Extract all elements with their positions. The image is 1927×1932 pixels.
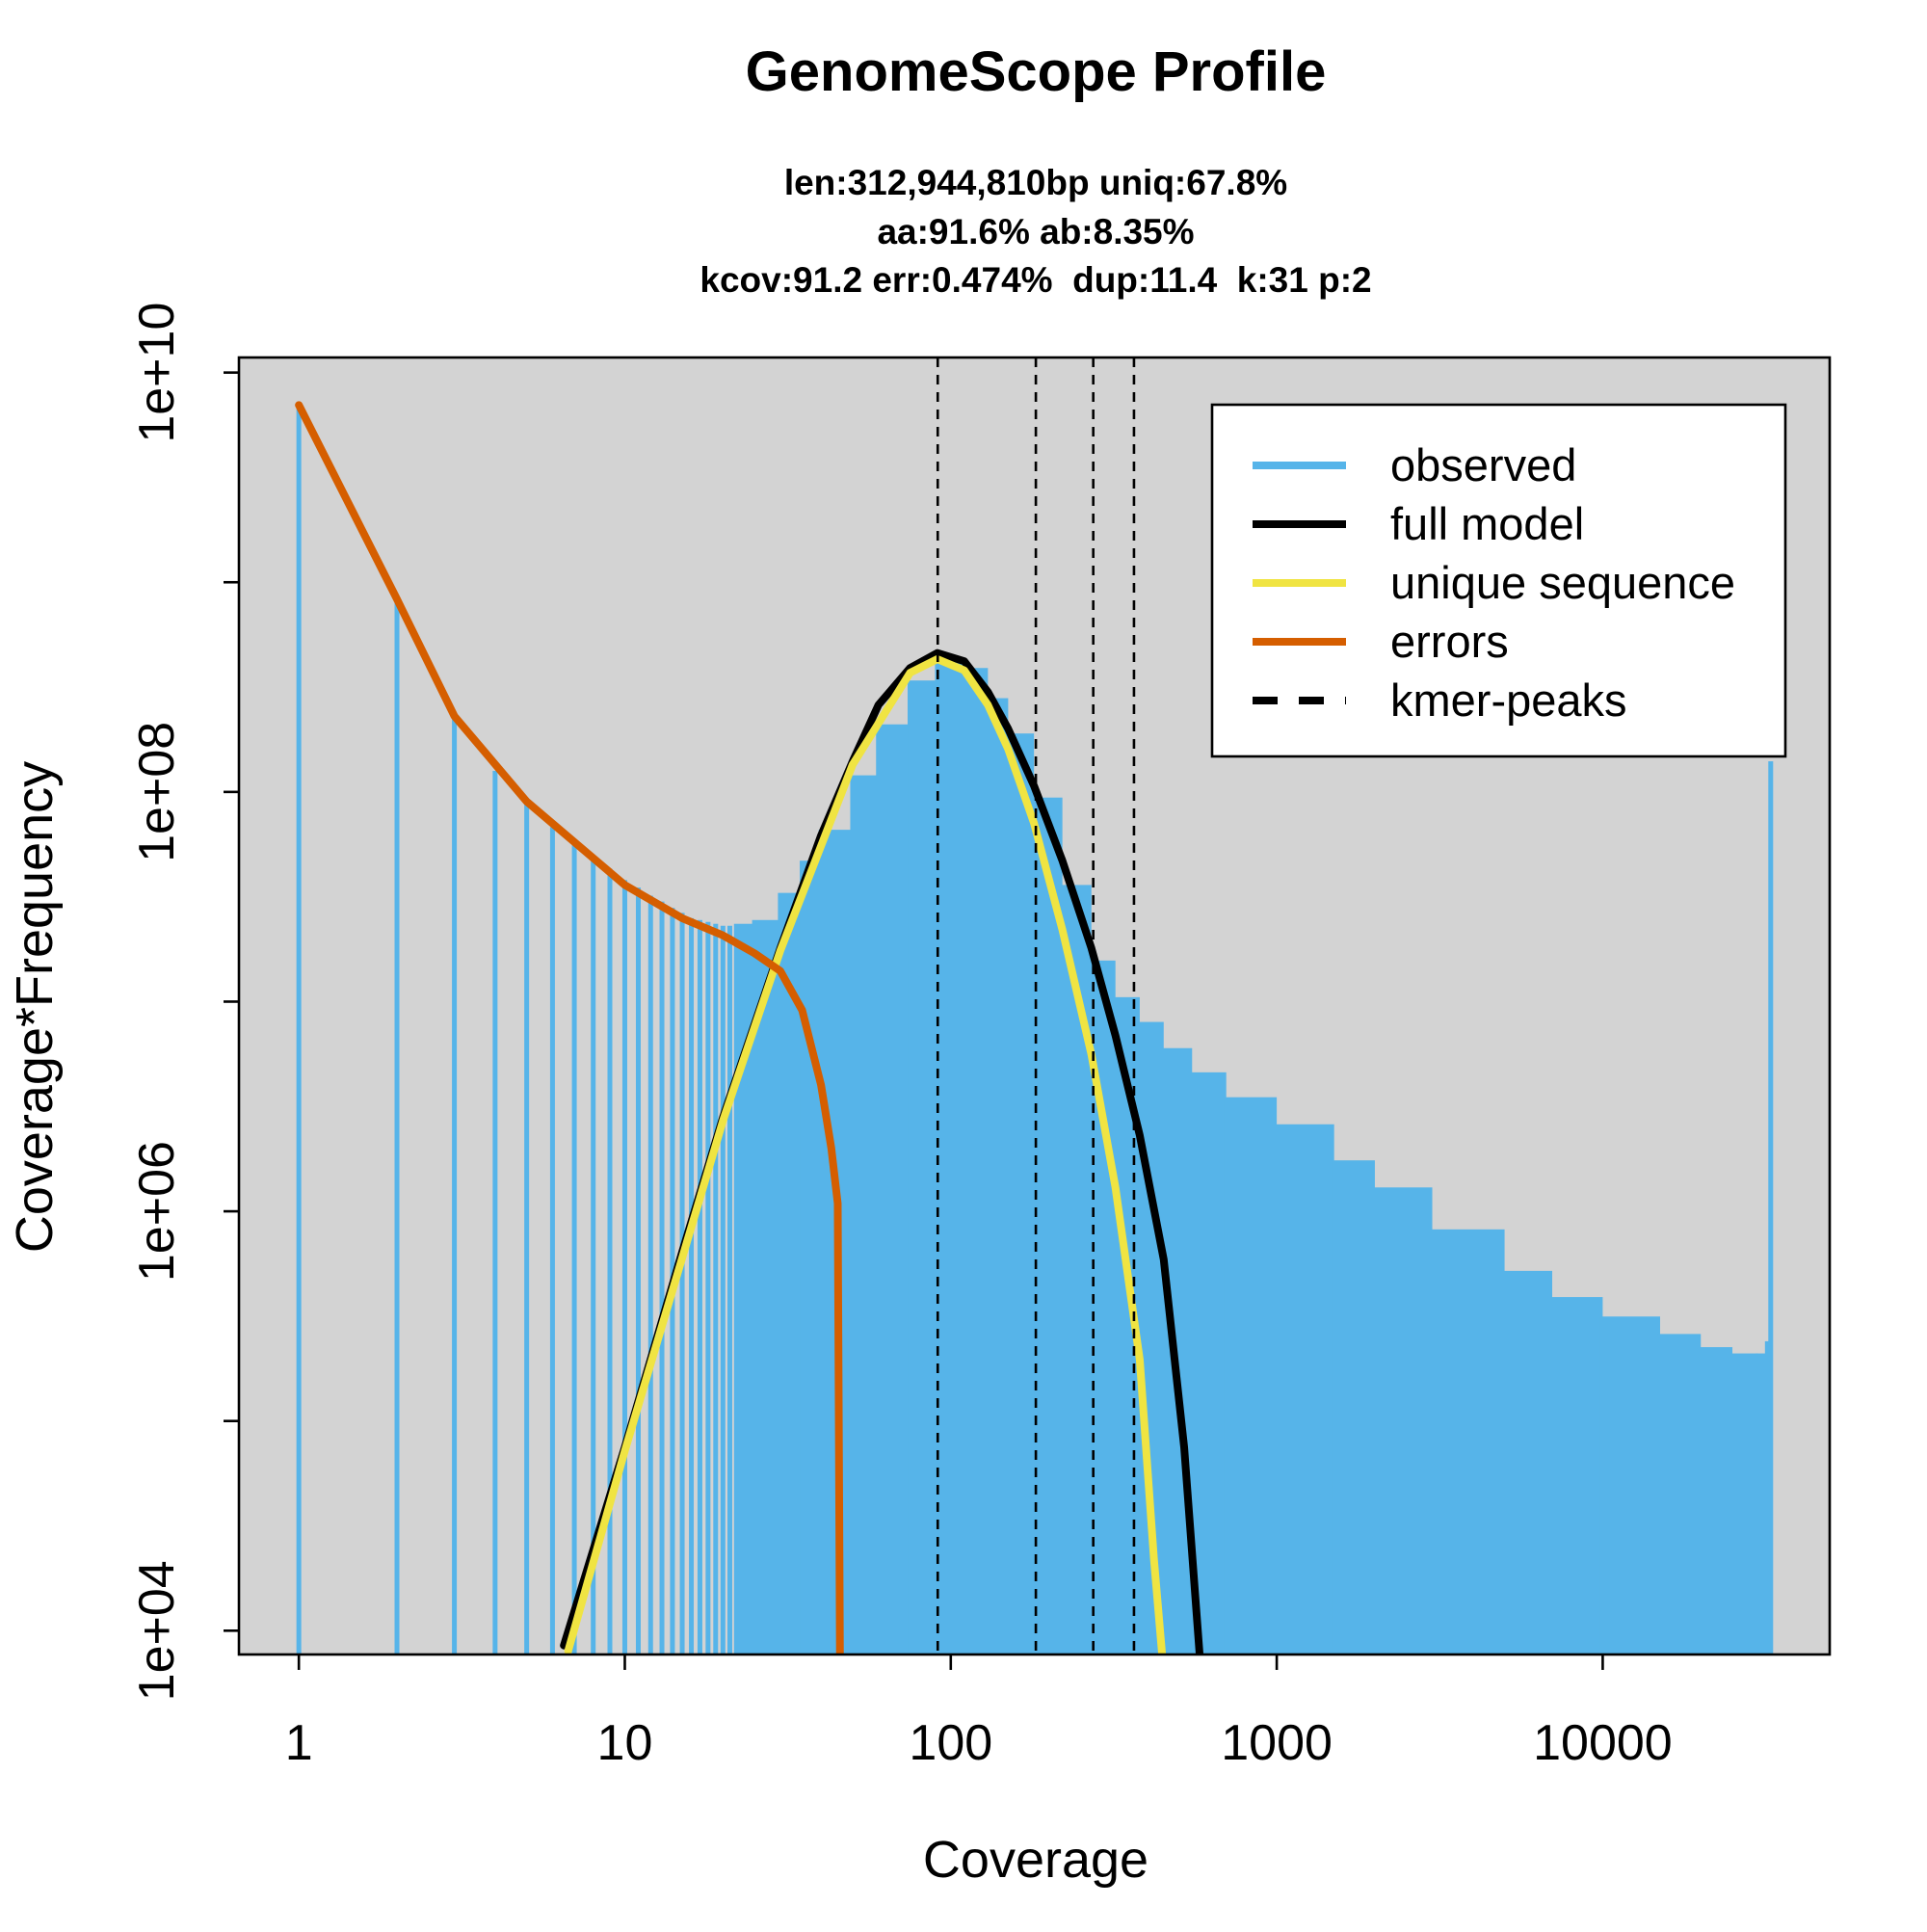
bar bbox=[296, 405, 302, 1654]
legend-label: full model bbox=[1390, 498, 1584, 549]
legend-label: kmer-peaks bbox=[1390, 675, 1627, 726]
bar bbox=[1599, 1316, 1660, 1654]
bar bbox=[1224, 1097, 1278, 1654]
bar bbox=[549, 827, 555, 1654]
bar bbox=[1549, 1297, 1603, 1654]
bar bbox=[1372, 1187, 1433, 1654]
x-tick-label: 100 bbox=[909, 1715, 992, 1771]
bar bbox=[908, 680, 937, 1654]
chart-title: GenomeScope Profile bbox=[746, 40, 1327, 103]
bar bbox=[679, 913, 685, 1654]
legend-label: errors bbox=[1390, 616, 1509, 667]
bar bbox=[713, 923, 719, 1654]
x-tick-label: 1000 bbox=[1221, 1715, 1333, 1771]
bar bbox=[1657, 1334, 1702, 1654]
legend-label: observed bbox=[1390, 439, 1576, 490]
bar bbox=[492, 771, 498, 1654]
bar bbox=[635, 887, 641, 1654]
bar bbox=[733, 923, 755, 1654]
bar bbox=[1764, 1340, 1771, 1654]
y-axis-label: Coverage*Frequency bbox=[6, 761, 64, 1253]
bar bbox=[647, 895, 653, 1654]
bar bbox=[705, 921, 711, 1654]
bar bbox=[1502, 1270, 1553, 1654]
x-axis-label: Coverage bbox=[923, 1831, 1148, 1889]
bar bbox=[659, 901, 665, 1654]
bar bbox=[1755, 1353, 1768, 1654]
bar bbox=[850, 775, 879, 1654]
bar bbox=[1698, 1347, 1733, 1654]
bar bbox=[1430, 1229, 1505, 1654]
bar bbox=[720, 925, 726, 1654]
line-series bbox=[564, 655, 1167, 1654]
bar bbox=[452, 716, 458, 1654]
bar bbox=[1274, 1124, 1334, 1654]
bar bbox=[800, 860, 822, 1654]
subtitle: len:312,944,810bp uniq:67.8% bbox=[784, 163, 1287, 202]
subtitle: aa:91.6% ab:8.35% bbox=[877, 212, 1194, 251]
bar bbox=[394, 598, 400, 1654]
bar bbox=[524, 801, 530, 1654]
x-tick-label: 10 bbox=[597, 1715, 653, 1771]
x-tick-label: 1 bbox=[285, 1715, 313, 1771]
bar bbox=[778, 892, 803, 1654]
bar bbox=[726, 925, 732, 1654]
y-tick-label: 1e+08 bbox=[129, 722, 185, 862]
bar bbox=[591, 857, 596, 1654]
y-tick-label: 1e+06 bbox=[129, 1141, 185, 1282]
bar bbox=[697, 919, 702, 1654]
line-series bbox=[295, 401, 844, 1654]
x-tick-label: 10000 bbox=[1533, 1715, 1673, 1771]
bar bbox=[962, 668, 989, 1654]
y-tick-label: 1e+10 bbox=[129, 303, 185, 443]
legend: observed full model unique sequence errors k… bbox=[1210, 403, 1787, 758]
bar bbox=[689, 917, 695, 1654]
bar bbox=[1768, 761, 1774, 1654]
bar bbox=[1729, 1353, 1758, 1654]
plot-area bbox=[295, 357, 1774, 1654]
bar bbox=[985, 698, 1009, 1654]
plot-frame bbox=[237, 356, 1832, 1656]
y-tick-label: 1e+04 bbox=[129, 1560, 185, 1701]
bar bbox=[607, 868, 613, 1654]
subtitle: kcov:91.2 err:0.474% dup:11.4 k:31 p:2 bbox=[700, 260, 1371, 300]
legend-label: unique sequence bbox=[1390, 557, 1735, 608]
bar bbox=[1005, 733, 1035, 1654]
bar bbox=[1060, 885, 1092, 1654]
bar bbox=[752, 919, 780, 1654]
bar bbox=[571, 844, 577, 1654]
bar bbox=[621, 880, 627, 1654]
bar bbox=[935, 659, 964, 1654]
bar bbox=[876, 724, 911, 1654]
bar bbox=[1332, 1160, 1375, 1654]
